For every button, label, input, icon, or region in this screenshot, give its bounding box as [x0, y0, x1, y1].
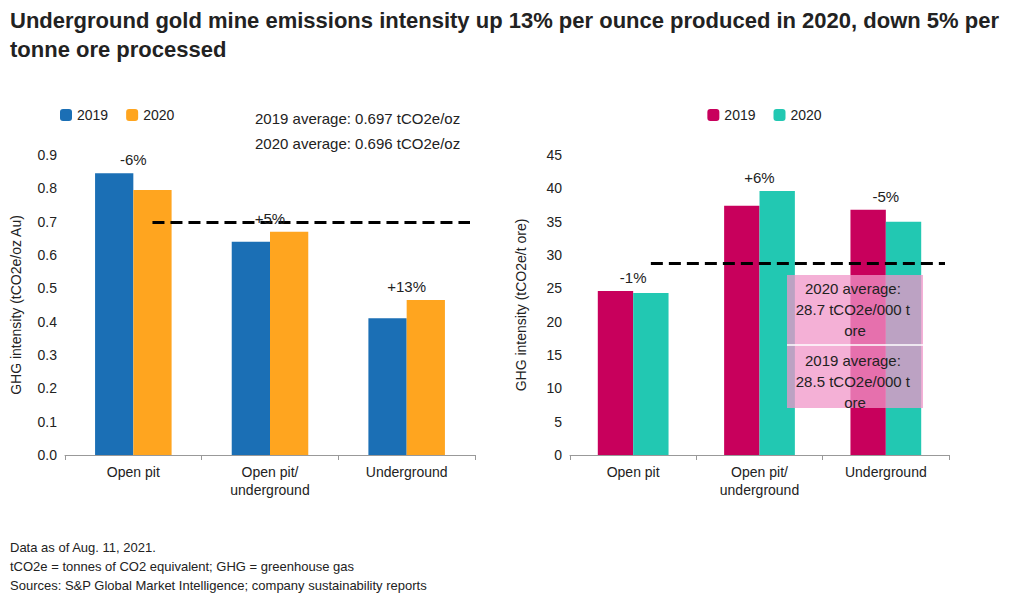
svg-text:0.1: 0.1: [38, 414, 58, 430]
svg-text:2019: 2019: [724, 107, 755, 123]
svg-text:+5%: +5%: [255, 210, 285, 227]
svg-text:underground: underground: [720, 482, 799, 498]
svg-text:0.7: 0.7: [38, 214, 58, 230]
svg-text:40: 40: [546, 180, 562, 196]
svg-text:-1%: -1%: [620, 269, 647, 286]
svg-text:0.9: 0.9: [38, 147, 58, 163]
svg-text:Open pit/: Open pit/: [731, 464, 788, 480]
svg-text:2020 average: 0.696 tCO2e/oz: 2020 average: 0.696 tCO2e/oz: [255, 135, 460, 152]
svg-text:0.2: 0.2: [38, 380, 58, 396]
html-text:Underground gold mine emission: Underground gold mine emissions intensit…: [10, 8, 999, 62]
svg-text:2020: 2020: [791, 107, 822, 123]
svg-text:Open pit/: Open pit/: [242, 464, 299, 480]
svg-text:28.7 tCO2e/000 t: 28.7 tCO2e/000 t: [796, 301, 914, 318]
svg-text:+13%: +13%: [387, 278, 426, 295]
svg-text:Underground: Underground: [366, 464, 448, 480]
svg-text:ore: ore: [844, 322, 866, 339]
svg-text:0.3: 0.3: [38, 347, 58, 363]
svg-text:20: 20: [546, 314, 562, 330]
svg-text:-6%: -6%: [120, 151, 147, 168]
svg-text:2020: 2020: [143, 107, 174, 123]
svg-text:30: 30: [546, 247, 562, 263]
html-text:tCO2e = tonnes of CO2 equivale: tCO2e = tonnes of CO2 equivalent; GHG = …: [10, 559, 354, 574]
svg-text:+6%: +6%: [744, 169, 774, 186]
svg-text:0.5: 0.5: [38, 280, 58, 296]
svg-text:2019: 2019: [77, 107, 108, 123]
svg-text:ore: ore: [844, 394, 866, 411]
svg-text:-5%: -5%: [872, 188, 899, 205]
svg-text:Open pit: Open pit: [107, 464, 160, 480]
svg-text:35: 35: [546, 214, 562, 230]
svg-text:0.4: 0.4: [38, 314, 58, 330]
svg-text:underground: underground: [230, 482, 309, 498]
svg-text:0: 0: [554, 447, 562, 463]
svg-text:5: 5: [554, 414, 562, 430]
svg-text:2019 average: 0.697 tCO2e/oz: 2019 average: 0.697 tCO2e/oz: [255, 110, 460, 127]
svg-text:25: 25: [546, 280, 562, 296]
svg-text:Underground: Underground: [845, 464, 927, 480]
svg-text:0.8: 0.8: [38, 180, 58, 196]
svg-text:10: 10: [546, 380, 562, 396]
svg-text:GHG intensity (tCO2e/oz Au): GHG intensity (tCO2e/oz Au): [8, 215, 24, 395]
svg-text:28.5 tCO2e/000 t: 28.5 tCO2e/000 t: [796, 373, 914, 390]
html-text:Data as of Aug. 11, 2021.: Data as of Aug. 11, 2021.: [10, 540, 156, 555]
svg-text:15: 15: [546, 347, 562, 363]
svg-text:GHG intensity (tCO2e/t ore): GHG intensity (tCO2e/t ore): [513, 219, 529, 392]
svg-text:Open pit: Open pit: [607, 464, 660, 480]
svg-text:0.6: 0.6: [38, 247, 58, 263]
svg-text:0.0: 0.0: [38, 447, 58, 463]
svg-text:45: 45: [546, 147, 562, 163]
svg-text:2019 average:: 2019 average:: [805, 352, 905, 369]
svg-text:2020 average:: 2020 average:: [805, 280, 905, 297]
html-text:Sources: S&P Global Market Int: Sources: S&P Global Market Intelligence;…: [10, 578, 427, 593]
